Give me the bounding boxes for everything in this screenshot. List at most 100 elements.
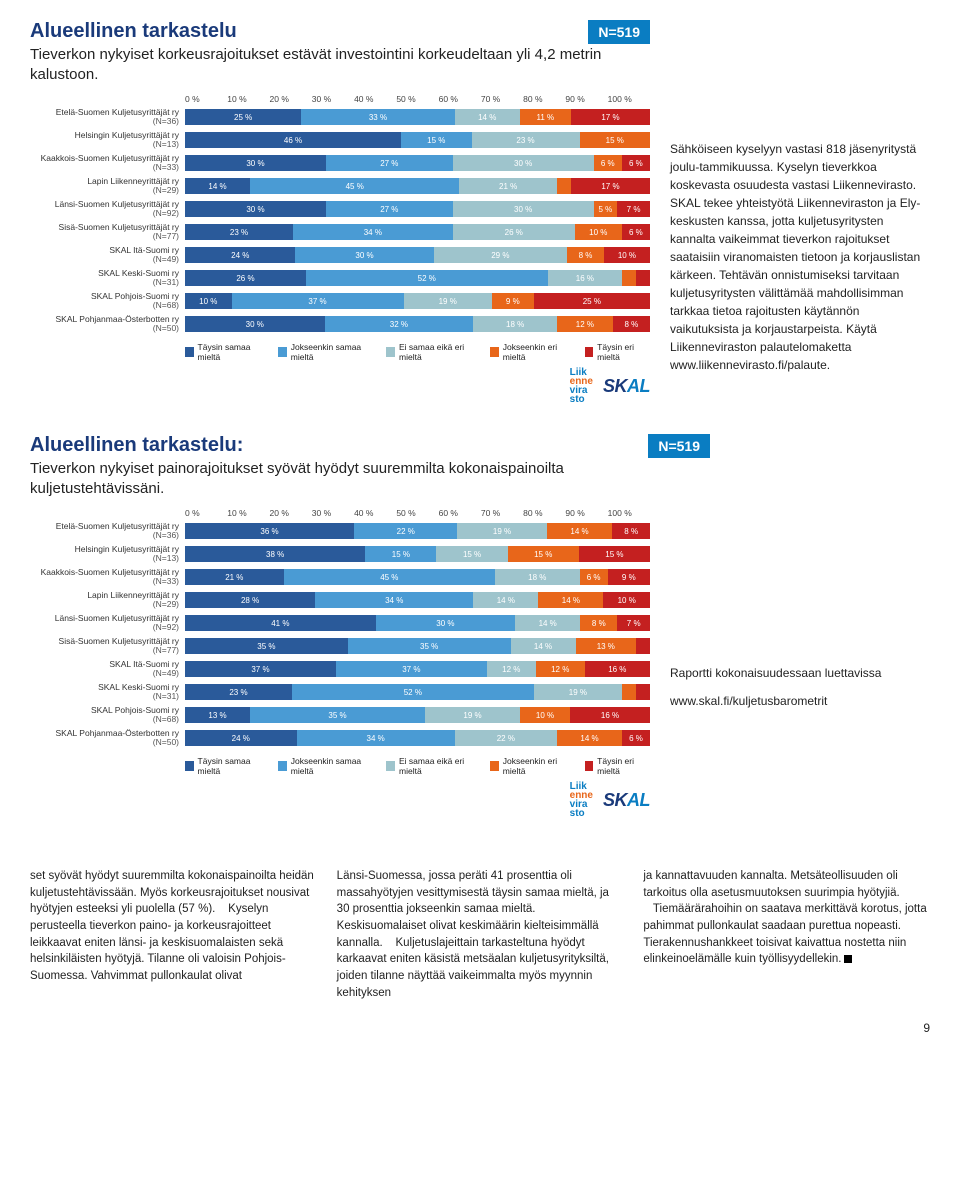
row-label: Lapin Liikenneyrittäjät ry(N=29) (30, 591, 185, 610)
bar-segment: 15 % (580, 132, 650, 148)
legend-item: Jokseenkin samaa mieltä (278, 342, 372, 362)
axis-tick: 20 % (270, 508, 312, 518)
axis-tick: 0 % (185, 94, 227, 104)
bar-segment: 27 % (326, 201, 453, 217)
bar-segment: 26 % (185, 270, 306, 286)
bar-segment: 13 % (185, 707, 250, 723)
axis-tick: 80 % (523, 94, 565, 104)
bar-segment: 33 % (301, 109, 454, 125)
row-label: SKAL Pohjanmaa-Österbotten ry(N=50) (30, 729, 185, 748)
bar-row: SKAL Itä-Suomi ry(N=49)24 %30 %29 %8 %10… (30, 245, 650, 265)
legend-item: Ei samaa eikä eri mieltä (386, 756, 476, 776)
chart2-title: Alueellinen tarkastelu: (30, 434, 650, 457)
bar-segment: 16 % (548, 270, 622, 286)
axis-tick: 60 % (439, 94, 481, 104)
bar-segment: 37 % (336, 661, 487, 677)
bar-segment: 30 % (185, 201, 326, 217)
axis-tick: 90 % (565, 508, 607, 518)
logos-row: Liikennevirasto SKAL (30, 368, 650, 404)
sidebar-text-block: Sähköiseen kyselyyn vastasi 818 jäsenyri… (670, 140, 930, 710)
legend: Täysin samaa mieltäJokseenkin samaa miel… (185, 342, 650, 362)
bar-row: SKAL Itä-Suomi ry(N=49)37 %37 %12 %12 %1… (30, 659, 650, 679)
bar-segment: 46 % (185, 132, 401, 148)
bar-segment: 7 % (617, 615, 650, 631)
bar-row: Sisä-Suomen Kuljetusyrittäjät ry(N=77) 35… (30, 636, 650, 656)
bar-segment: 36 % (185, 523, 354, 539)
chart-height-restrictions: N=519 Alueellinen tarkastelu Tieverkon n… (30, 20, 650, 404)
bar-segment: 37 % (232, 293, 404, 309)
bar-segment: 15 % (579, 546, 650, 562)
liikennevirasto-logo: Liikennevirasto (570, 368, 593, 404)
bar-segment: 21 % (185, 569, 284, 585)
bar-row: Lapin Liikenneyrittäjät ry(N=29)28 %34 %… (30, 590, 650, 610)
bar-segment: 14 % (473, 592, 538, 608)
bar-segment (557, 178, 571, 194)
bar-segment: 30 % (376, 615, 516, 631)
bar-segment: 14 % (185, 178, 250, 194)
legend-item: Täysin eri mieltä (585, 342, 650, 362)
bar-segment: 29 % (434, 247, 568, 263)
legend-item: Täysin eri mieltä (585, 756, 650, 776)
bar-segment: 30 % (185, 316, 325, 332)
bar-row: Länsi-Suomen Kuljetusyrittäjät ry(N=92)4… (30, 613, 650, 633)
axis-tick: 90 % (565, 94, 607, 104)
bar-segment: 14 % (455, 109, 520, 125)
row-label: Sisä-Suomen Kuljetusyrittäjät ry(N=77) (30, 637, 185, 656)
bar-segment: 35 % (348, 638, 511, 654)
bar-segment: 10 % (604, 247, 650, 263)
article-col-3: ja kannattavuuden kannalta. Metsäteollis… (643, 870, 926, 965)
row-label: Etelä-Suomen Kuljetusyrittäjät ry(N=36) (30, 522, 185, 541)
bar-segment: 12 % (557, 316, 613, 332)
bar-segment: 52 % (306, 270, 548, 286)
bar-segment (636, 270, 650, 286)
axis-tick: 100 % (608, 508, 650, 518)
bar-segment: 13 % (576, 638, 636, 654)
bar-segment: 28 % (185, 592, 315, 608)
row-label: Helsingin Kuljetusyrittäjät ry(N=13) (30, 131, 185, 150)
bar-segment: 18 % (495, 569, 580, 585)
logos-row: Liikennevirasto SKAL (30, 782, 650, 818)
bar-segment: 6 % (622, 224, 650, 240)
page-number: 9 (30, 1021, 930, 1035)
skal-logo: SKAL (603, 790, 650, 811)
bar-segment (636, 684, 650, 700)
legend-item: Täysin samaa mieltä (185, 756, 264, 776)
bar-segment: 38 % (185, 546, 365, 562)
bar-segment: 17 % (571, 178, 650, 194)
bar-segment: 10 % (575, 224, 622, 240)
axis-tick: 60 % (439, 508, 481, 518)
chart-weight-restrictions: N=519 Alueellinen tarkastelu: Tieverkon … (30, 434, 650, 818)
axis-tick: 80 % (523, 508, 565, 518)
bar-segment: 12 % (487, 661, 536, 677)
bar-segment: 9 % (492, 293, 534, 309)
bar-row: SKAL Keski-Suomi ry(N=31)23 %52 %19 % (30, 682, 650, 702)
bar-segment: 14 % (547, 523, 613, 539)
bar-row: Lapin Liikenneyrittäjät ry(N=29)14 %45 %… (30, 176, 650, 196)
axis-tick: 30 % (312, 94, 354, 104)
bar-segment: 5 % (594, 201, 617, 217)
bar-segment: 14 % (511, 638, 576, 654)
row-label: SKAL Itä-Suomi ry(N=49) (30, 246, 185, 265)
row-label: Lapin Liikenneyrittäjät ry(N=29) (30, 177, 185, 196)
bar-segment: 10 % (603, 592, 650, 608)
bar-segment: 15 % (436, 546, 507, 562)
row-label: Kaakkois-Suomen Kuljetusyrittäjät ry(N=3… (30, 154, 185, 173)
bar-row: SKAL Pohjois-Suomi ry(N=68)10 %37 %19 %9… (30, 291, 650, 311)
row-label: SKAL Keski-Suomi ry(N=31) (30, 683, 185, 702)
chart1-subtitle: Tieverkon nykyiset korkeusrajoitukset es… (30, 45, 650, 84)
bar-segment: 23 % (185, 684, 292, 700)
bar-segment: 22 % (455, 730, 557, 746)
legend: Täysin samaa mieltäJokseenkin samaa miel… (185, 756, 650, 776)
bar-segment: 34 % (297, 730, 455, 746)
bar-segment: 9 % (608, 569, 650, 585)
axis-tick: 50 % (396, 508, 438, 518)
axis-tick: 20 % (270, 94, 312, 104)
bar-segment: 12 % (536, 661, 585, 677)
row-label: Helsingin Kuljetusyrittäjät ry(N=13) (30, 545, 185, 564)
sidebar-p2: Raportti kokonaisuudessaan luettavissa (670, 664, 930, 682)
chart1-title: Alueellinen tarkastelu (30, 20, 650, 43)
bar-segment: 21 % (459, 178, 557, 194)
bar-segment: 34 % (315, 592, 473, 608)
bar-row: Kaakkois-Suomen Kuljetusyrittäjät ry(N=3… (30, 567, 650, 587)
bar-row: Länsi-Suomen Kuljetusyrittäjät ry(N=92)3… (30, 199, 650, 219)
